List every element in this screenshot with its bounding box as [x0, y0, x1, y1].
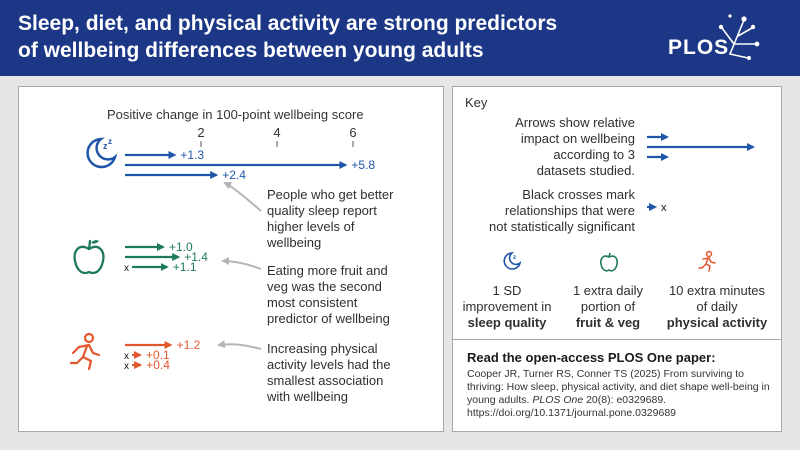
sleep-annotation: People who get better quality sleep repo…: [267, 187, 393, 251]
svg-text:z: z: [103, 141, 108, 151]
plos-logo[interactable]: PLOS: [664, 14, 784, 64]
key-line: relationships that were: [504, 203, 635, 218]
key-crosses-text: Black crosses mark relationships that we…: [453, 187, 635, 235]
unit-line: 1 SD: [492, 283, 522, 298]
key-line: datasets studied.: [536, 163, 635, 178]
activity-value-label: +1.2: [177, 338, 201, 352]
key-line: impact on wellbeing: [520, 131, 635, 146]
annotation-line: Increasing physical: [267, 341, 378, 356]
running-person-icon: [698, 250, 716, 272]
tick-label: 2: [197, 125, 204, 140]
unit-bold: physical activity: [666, 315, 768, 330]
axis-ticks: 2 4 6: [197, 125, 357, 147]
diet-annotation: Eating more fruit and veg was the second…: [267, 263, 390, 327]
activity-annotation: Increasing physical activity levels had …: [267, 341, 391, 405]
annotation-line: higher levels of: [267, 219, 355, 234]
unit-line: 10 extra minutes: [668, 283, 766, 298]
plos-logo-mark-icon: [718, 14, 760, 60]
tick-label: 4: [273, 125, 280, 140]
title-line-1: Sleep, diet, and physical activity are s…: [18, 12, 558, 35]
key-arrows-text: Arrows show relative impact on wellbeing…: [453, 115, 635, 179]
unit-diet: 1 extra daily portion of fruit & veg: [555, 283, 661, 331]
unit-line: 1 extra daily: [572, 283, 644, 298]
annotation-line: People who get better: [267, 187, 394, 202]
key-graphics: x z: [503, 133, 755, 272]
unit-line: of daily: [696, 299, 738, 314]
key-line: Arrows show relative: [515, 115, 635, 130]
logo-text: PLOS: [668, 36, 730, 59]
key-title: Key: [465, 95, 488, 110]
sleep-moon-icon: z: [503, 252, 522, 270]
activity-value-label: +0.4: [146, 358, 170, 372]
annotation-line: wellbeing: [267, 235, 322, 250]
paper-panel: Read the open-access PLOS One paper: Coo…: [452, 340, 782, 432]
key-cross-mark: x: [661, 202, 667, 214]
insignificant-cross: x: [124, 361, 129, 372]
tick-label: 6: [349, 125, 356, 140]
annotation-line: Eating more fruit and: [267, 263, 388, 278]
unit-activity: 10 extra minutes of daily physical activ…: [653, 283, 781, 331]
key-panel: Key Arrows show relative impact on wellb…: [452, 86, 782, 340]
insignificant-cross: x: [124, 351, 129, 362]
activity-value-label: +0.1: [146, 348, 170, 362]
svg-text:z: z: [513, 255, 516, 261]
annotation-line: with wellbeing: [267, 389, 348, 404]
title-line-2: of wellbeing differences between young a…: [18, 39, 484, 62]
annotation-line: veg was the second: [267, 279, 382, 294]
activity-pointer-arrow: [217, 340, 262, 350]
diet-value-label: +1.0: [169, 240, 193, 254]
sleep-value-label: +1.3: [180, 148, 204, 162]
unit-bold: fruit & veg: [575, 315, 641, 330]
axis-label: Positive change in 100-point wellbeing s…: [107, 107, 364, 122]
citation-text: Cooper JR, Turner RS, Conner TS (2025) F…: [467, 368, 770, 406]
annotation-line: quality sleep report: [267, 203, 377, 218]
diet-value-label: +1.1: [173, 260, 197, 274]
annotation-line: predictor of wellbeing: [267, 311, 390, 326]
annotation-line: smallest association: [267, 373, 384, 388]
diet-value-label: +1.4: [184, 250, 208, 264]
unit-line: improvement in: [462, 299, 552, 314]
paper-citation[interactable]: Cooper JR, Turner RS, Conner TS (2025) F…: [467, 368, 777, 420]
sleep-value-label: +2.4: [222, 168, 246, 182]
page-title: Sleep, diet, and physical activity are s…: [18, 10, 618, 64]
insignificant-cross: x: [124, 263, 129, 274]
annotation-line: most consistent: [267, 295, 358, 310]
paper-heading: Read the open-access PLOS One paper:: [467, 350, 716, 365]
header-banner: Sleep, diet, and physical activity are s…: [0, 0, 800, 76]
apple-icon: [600, 252, 618, 272]
svg-text:z: z: [108, 137, 112, 146]
running-person-icon: [69, 332, 101, 371]
unit-bold: sleep quality: [467, 315, 547, 330]
sleep-moon-icon: z z: [86, 137, 118, 169]
wellbeing-chart: Positive change in 100-point wellbeing s…: [69, 107, 375, 372]
key-line: not statistically significant: [489, 219, 635, 234]
sleep-value-label: +5.8: [351, 158, 375, 172]
apple-icon: [73, 239, 105, 275]
citation-doi[interactable]: 20(8): e0329689. https://doi.org/10.1371…: [467, 394, 677, 419]
citation-journal: PLOS One: [532, 394, 584, 406]
key-line: according to 3: [553, 147, 635, 162]
key-line: Black crosses mark: [522, 187, 635, 202]
unit-line: portion of: [580, 299, 636, 314]
sleep-pointer-arrow: [223, 182, 262, 212]
chart-arrows: +1.3 +5.8 +2.4 +1.0+1.4 x +1.1 +1.2 x +0.1 x +0.4: [124, 148, 375, 372]
annotation-line: activity levels had the: [267, 357, 391, 372]
diet-pointer-arrow: [221, 257, 262, 270]
results-panel: Positive change in 100-point wellbeing s…: [18, 86, 444, 432]
unit-sleep: 1 SD improvement in sleep quality: [453, 283, 561, 331]
